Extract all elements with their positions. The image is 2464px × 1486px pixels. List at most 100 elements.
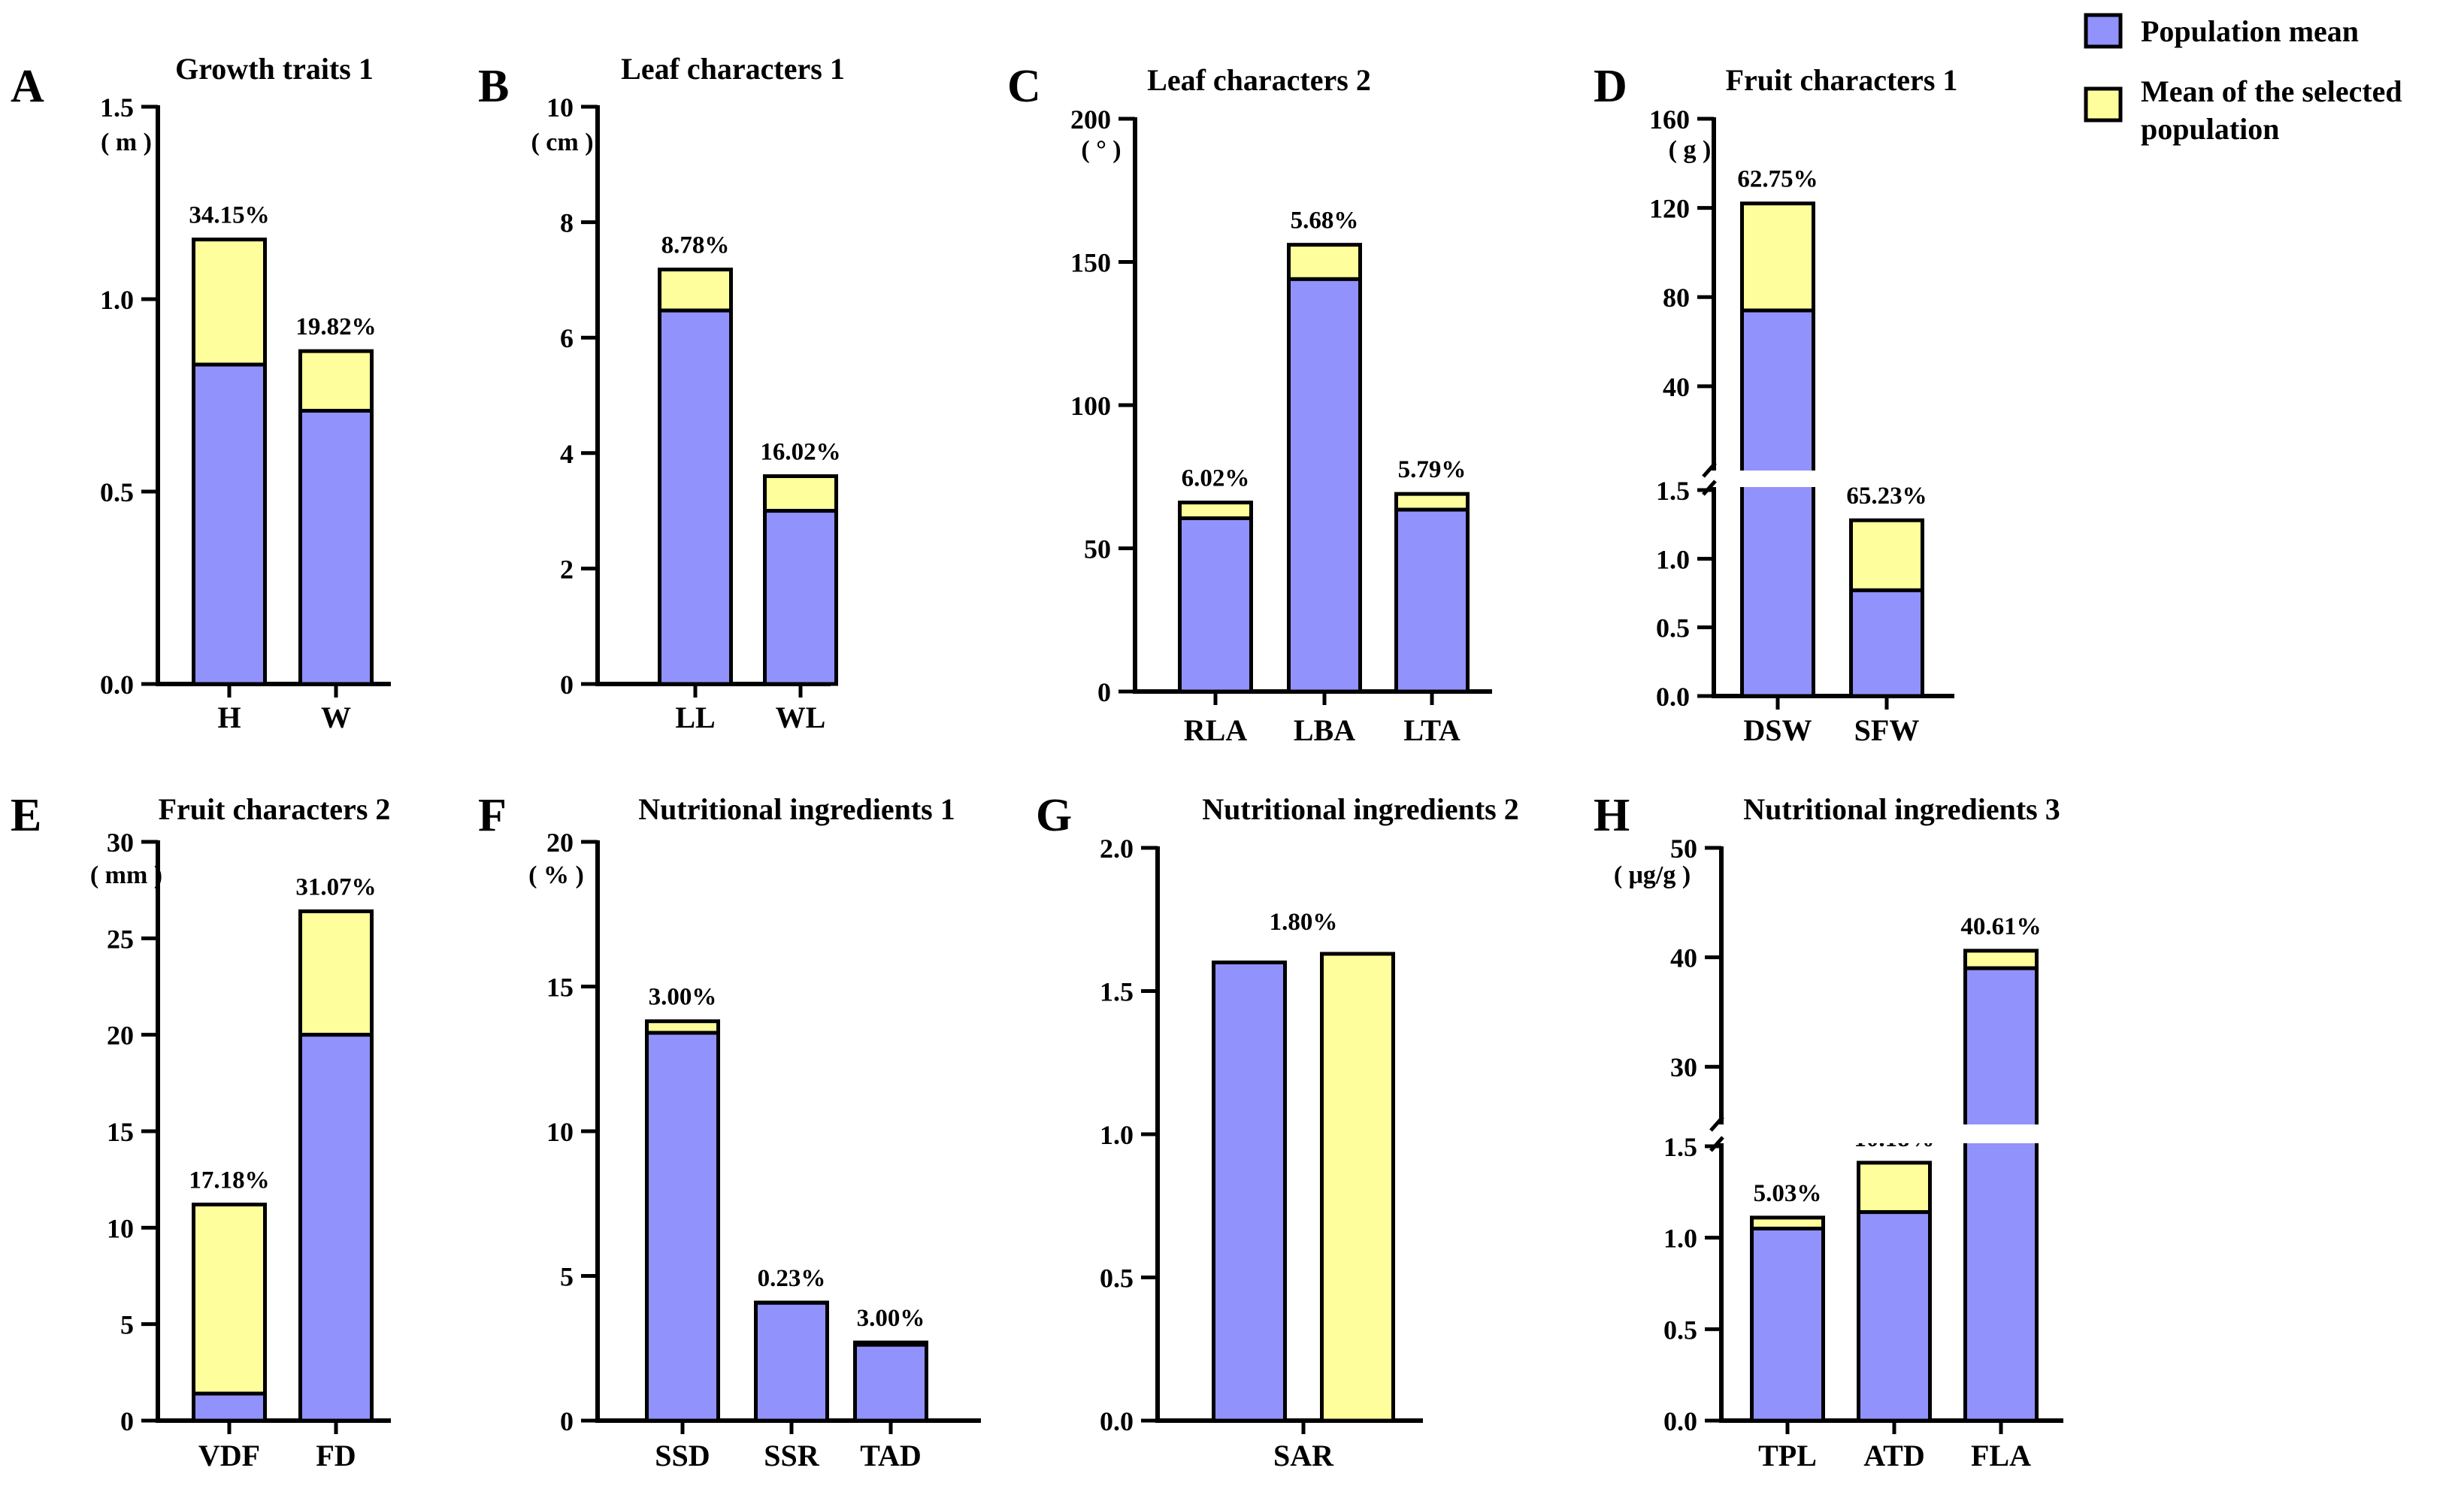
bar-selected-rla bbox=[1178, 501, 1253, 520]
legend: Population mean Mean of the selected pop… bbox=[2084, 13, 2402, 146]
data-label-fd: 31.07% bbox=[295, 873, 376, 900]
axis-unit: ( g ) bbox=[1669, 136, 1712, 164]
x-tick-label-h: H bbox=[217, 701, 241, 734]
x-tick-label-lba: LBA bbox=[1294, 713, 1355, 747]
y-tick-label: 0 bbox=[560, 1406, 574, 1436]
bar-selected-ll bbox=[658, 268, 733, 313]
axis-unit: ( m ) bbox=[101, 129, 152, 156]
y-tick-label: 1.5 bbox=[1663, 1132, 1697, 1162]
axis-unit: ( cm ) bbox=[531, 129, 593, 156]
bar-selected-atd bbox=[1857, 1161, 1932, 1215]
panel-title: Nutritional ingredients 3 bbox=[1743, 792, 2060, 826]
panel-title: Leaf characters 1 bbox=[621, 52, 845, 86]
x-tick-label-sar: SAR bbox=[1273, 1439, 1334, 1472]
y-tick-label: 30 bbox=[1670, 1052, 1697, 1082]
y-tick-label: 0.0 bbox=[1656, 682, 1690, 712]
y-tick-label: 1.5 bbox=[100, 92, 134, 123]
y-tick-label: 1.5 bbox=[1656, 476, 1690, 506]
panel-e: E Fruit characters 2 ( mm ) 0 5 10 15 20 25 30 VDF… bbox=[11, 790, 391, 1472]
y-tick-label: 200 bbox=[1070, 104, 1111, 135]
bar-mean-atd bbox=[1857, 1210, 1932, 1423]
panel-d: D Fruit characters 1 ( g ) 0.0 0.5 1.0 1.5 40 80… bbox=[1594, 61, 1957, 747]
bar-selected-lta bbox=[1394, 492, 1470, 512]
axis-break-gap bbox=[1699, 1124, 2063, 1143]
x-tick-label-tad: TAD bbox=[860, 1439, 921, 1472]
bar-mean-tad bbox=[853, 1342, 928, 1423]
data-label-ssr: 0.23% bbox=[758, 1265, 826, 1292]
bar-selected-sfw bbox=[1849, 518, 1924, 592]
chart-panels: A Growth traits 1 ( m ) 0.0 0.5 1.0 1.5 H 34.15%… bbox=[11, 52, 2063, 1472]
legend-swatch-selected-population bbox=[2084, 86, 2123, 123]
panel-g: G Nutritional ingredients 2 0.0 0.5 1.0 1.5 2.… bbox=[1036, 790, 1519, 1472]
panel-f: F Nutritional ingredients 1 ( % ) 0 5 10 15 20 S… bbox=[478, 790, 981, 1472]
x-tick-label-dsw: DSW bbox=[1743, 713, 1812, 747]
bar-selected-w bbox=[298, 349, 374, 413]
y-tick-label: 20 bbox=[546, 828, 574, 858]
bar-selected-lba bbox=[1287, 243, 1362, 281]
y-tick-label: 1.0 bbox=[1656, 544, 1690, 574]
bar-selected-fla bbox=[1963, 949, 2039, 970]
y-tick-label: 0.5 bbox=[1100, 1264, 1134, 1294]
panel-letter-e: E bbox=[11, 790, 41, 841]
data-label-wl: 16.02% bbox=[760, 439, 840, 466]
y-tick-label: 15 bbox=[107, 1117, 134, 1147]
bar-mean-wl bbox=[763, 509, 838, 686]
x-tick-label-tpl: TPL bbox=[1758, 1439, 1817, 1472]
panel-letter-g: G bbox=[1036, 790, 1072, 841]
bar-mean-sar bbox=[1212, 960, 1287, 1423]
data-label-lta: 5.79% bbox=[1398, 456, 1467, 483]
bar-selected-h bbox=[192, 238, 267, 367]
bar-mean-w bbox=[298, 408, 374, 686]
panel-b: B Leaf characters 1 ( cm ) 0 2 4 6 8 10 LL 8.78% WL… bbox=[478, 52, 845, 734]
data-label-dsw: 62.75% bbox=[1737, 166, 1818, 193]
y-tick-label: 10 bbox=[107, 1213, 134, 1243]
legend-label-selected-population-line1: Mean of the selected bbox=[2141, 74, 2402, 108]
data-label-ssd: 3.00% bbox=[649, 984, 717, 1011]
data-label-tpl: 5.03% bbox=[1754, 1180, 1822, 1207]
y-tick-label: 40 bbox=[1670, 943, 1697, 973]
y-tick-label: 20 bbox=[107, 1021, 134, 1051]
bar-mean-ssd bbox=[645, 1031, 720, 1423]
y-tick-label: 0 bbox=[120, 1406, 134, 1436]
data-label-h: 34.15% bbox=[189, 202, 269, 229]
panel-a: A Growth traits 1 ( m ) 0.0 0.5 1.0 1.5 H 34.15%… bbox=[11, 52, 391, 734]
legend-label-selected-population-line2: population bbox=[2141, 112, 2280, 146]
bar-mean-rla bbox=[1178, 516, 1253, 694]
panel-letter-a: A bbox=[11, 61, 44, 112]
y-tick-label: 2 bbox=[560, 554, 574, 584]
y-tick-label: 150 bbox=[1070, 248, 1111, 278]
y-tick-label: 2.0 bbox=[1100, 834, 1134, 864]
axis-unit: ( % ) bbox=[528, 861, 584, 889]
y-tick-label: 0.5 bbox=[100, 477, 134, 507]
axis-break-mark bbox=[1702, 480, 1717, 496]
x-tick-label-fd: FD bbox=[316, 1439, 356, 1472]
panel-title: Leaf characters 2 bbox=[1147, 63, 1371, 97]
x-tick-label-ll: LL bbox=[675, 701, 715, 734]
y-tick-label: 10 bbox=[546, 1117, 574, 1147]
y-tick-label: 5 bbox=[560, 1262, 574, 1292]
data-label-w: 19.82% bbox=[295, 313, 376, 340]
x-tick-label-atd: ATD bbox=[1863, 1439, 1924, 1472]
axis-break-mark bbox=[1709, 1136, 1724, 1152]
panel-title: Nutritional ingredients 1 bbox=[638, 792, 955, 826]
y-tick-label: 160 bbox=[1649, 104, 1690, 135]
bar-mean-h bbox=[192, 362, 267, 686]
bar-mean-sfw bbox=[1849, 588, 1924, 698]
axis-unit: ( mm ) bbox=[90, 861, 162, 889]
bar-mean-ll bbox=[658, 308, 733, 686]
data-label-sar: 1.80% bbox=[1270, 909, 1338, 936]
y-tick-label: 4 bbox=[560, 439, 574, 469]
bar-selected-vdf bbox=[192, 1203, 267, 1396]
y-tick-label: 0.0 bbox=[1100, 1406, 1134, 1436]
bar-mean-ssr bbox=[754, 1300, 829, 1423]
panel-h: H Nutritional ingredients 3 ( μg/g ) 0.0 0.5… bbox=[1594, 790, 2063, 1472]
panel-letter-f: F bbox=[478, 790, 507, 841]
data-label-tad: 3.00% bbox=[857, 1305, 925, 1332]
y-tick-label: 100 bbox=[1070, 391, 1111, 421]
axis-unit: ( ° ) bbox=[1081, 136, 1121, 164]
bar-selected-sar bbox=[1320, 952, 1395, 1423]
y-tick-label: 8 bbox=[560, 208, 574, 238]
y-tick-label: 0 bbox=[560, 670, 574, 700]
panel-letter-c: C bbox=[1007, 61, 1041, 112]
